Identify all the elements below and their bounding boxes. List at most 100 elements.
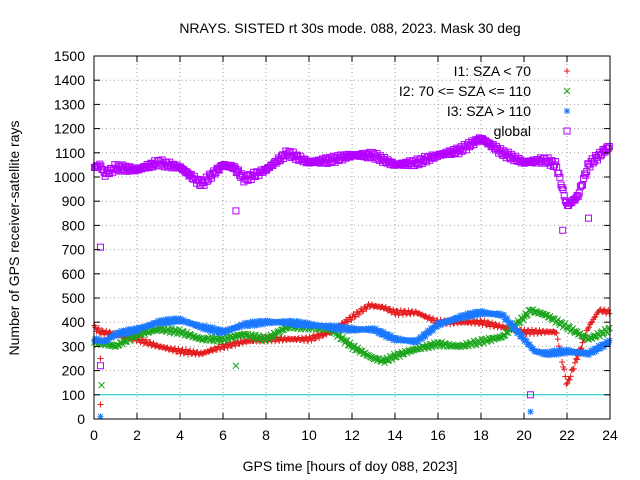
data-point <box>301 319 308 326</box>
data-point <box>244 323 251 330</box>
y-tick-label: 900 <box>62 193 86 209</box>
data-point <box>466 314 473 321</box>
data-point <box>581 170 589 178</box>
data-point <box>516 328 523 335</box>
data-point <box>521 326 528 333</box>
data-point <box>167 320 174 327</box>
x-tick-label: 0 <box>90 427 98 443</box>
data-point <box>255 320 262 327</box>
outlier-point <box>96 362 104 370</box>
data-point <box>553 329 560 336</box>
y-tick-label: 1000 <box>54 169 85 185</box>
data-point <box>169 315 176 322</box>
data-point <box>492 320 499 327</box>
data-point <box>562 373 569 380</box>
legend-label: global <box>494 123 531 139</box>
data-point <box>426 329 433 336</box>
legend-marker <box>564 108 570 114</box>
data-point <box>605 341 612 348</box>
data-point <box>209 335 217 343</box>
data-point <box>390 306 397 313</box>
data-point <box>585 324 592 331</box>
y-tick-label: 700 <box>62 242 86 258</box>
data-point <box>481 310 488 317</box>
y-tick-label: 800 <box>62 217 86 233</box>
data-point <box>103 327 110 334</box>
outlier-point <box>97 413 104 420</box>
outlier-points <box>96 207 592 420</box>
data-point <box>462 315 469 322</box>
outlier-point <box>526 391 534 399</box>
data-point <box>335 331 342 339</box>
data-point <box>95 325 102 332</box>
data-point <box>347 326 354 333</box>
data-point <box>561 366 568 373</box>
y-tick-label: 0 <box>77 411 85 427</box>
data-point <box>481 317 488 324</box>
data-point <box>201 324 208 331</box>
data-point <box>591 314 598 321</box>
data-point <box>600 344 607 351</box>
y-tick-label: 500 <box>62 290 86 306</box>
data-point <box>592 313 599 320</box>
data-point <box>559 358 566 365</box>
data-point <box>332 324 339 331</box>
outlier-point <box>97 355 104 362</box>
data-point <box>238 321 245 328</box>
data-point <box>526 341 533 348</box>
data-point <box>224 344 231 351</box>
outlier-point <box>232 362 240 370</box>
outlier-point <box>585 214 592 222</box>
series-2 <box>91 308 613 359</box>
data-point <box>555 169 563 177</box>
data-point <box>249 318 256 325</box>
legend-label: I1: SZA < 70 <box>454 63 532 79</box>
data-point <box>160 320 167 327</box>
data-point <box>501 312 508 319</box>
chart-title: NRAYS. SISTED rt 30s mode. 088, 2023. Ma… <box>179 20 520 36</box>
data-point <box>474 312 481 319</box>
data-point <box>477 311 484 318</box>
data-point <box>112 332 119 339</box>
data-point <box>548 348 555 355</box>
data-point <box>202 322 209 329</box>
data-point <box>565 349 572 356</box>
data-point <box>141 330 149 338</box>
series-3 <box>90 134 613 210</box>
x-tick-label: 14 <box>387 427 403 443</box>
data-point <box>363 306 370 313</box>
data-point <box>519 332 526 339</box>
x-tick-label: 6 <box>219 427 227 443</box>
data-point <box>132 327 139 334</box>
data-point <box>419 335 426 342</box>
data-point <box>167 344 174 351</box>
data-point <box>520 335 527 342</box>
data-point <box>554 336 561 343</box>
data-point <box>595 342 602 349</box>
data-point <box>330 323 337 330</box>
data-point <box>175 318 182 325</box>
data-point <box>606 324 613 332</box>
y-tick-label: 1100 <box>55 145 85 161</box>
outlier-point <box>96 243 104 251</box>
data-point <box>564 380 571 387</box>
data-point <box>506 321 513 328</box>
data-point <box>373 325 380 332</box>
data-point <box>283 320 290 327</box>
data-point <box>504 315 511 322</box>
data-point <box>605 142 613 150</box>
data-point <box>606 310 613 317</box>
data-point <box>382 334 389 341</box>
data-point <box>236 324 243 331</box>
data-point <box>574 356 581 363</box>
x-tick-label: 12 <box>344 427 360 443</box>
y-tick-label: 1400 <box>54 72 85 88</box>
x-tick-label: 16 <box>430 427 446 443</box>
y-tick-label: 1500 <box>54 48 85 64</box>
data-point <box>573 191 581 199</box>
legend-marker <box>563 87 571 95</box>
data-point <box>348 324 355 331</box>
data-point <box>604 144 612 152</box>
y-tick-label: 100 <box>62 387 86 403</box>
data-point <box>143 336 150 343</box>
